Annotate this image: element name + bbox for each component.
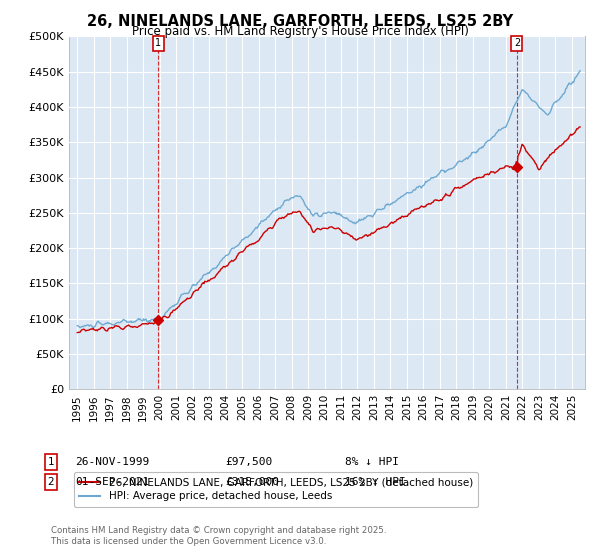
Text: 26, NINELANDS LANE, GARFORTH, LEEDS, LS25 2BY: 26, NINELANDS LANE, GARFORTH, LEEDS, LS2… xyxy=(87,14,513,29)
Text: Price paid vs. HM Land Registry's House Price Index (HPI): Price paid vs. HM Land Registry's House … xyxy=(131,25,469,38)
Text: £315,000: £315,000 xyxy=(225,477,279,487)
Text: 8% ↓ HPI: 8% ↓ HPI xyxy=(345,457,399,467)
Text: 26-NOV-1999: 26-NOV-1999 xyxy=(75,457,149,467)
Legend: 26, NINELANDS LANE, GARFORTH, LEEDS, LS25 2BY (detached house), HPI: Average pri: 26, NINELANDS LANE, GARFORTH, LEEDS, LS2… xyxy=(74,472,478,507)
Text: 1: 1 xyxy=(47,457,55,467)
Text: 1: 1 xyxy=(155,39,161,49)
Text: 01-SEP-2021: 01-SEP-2021 xyxy=(75,477,149,487)
Text: 2: 2 xyxy=(514,39,520,49)
Text: 16% ↓ HPI: 16% ↓ HPI xyxy=(345,477,406,487)
Text: Contains HM Land Registry data © Crown copyright and database right 2025.
This d: Contains HM Land Registry data © Crown c… xyxy=(51,526,386,546)
Text: 2: 2 xyxy=(47,477,55,487)
Text: £97,500: £97,500 xyxy=(225,457,272,467)
